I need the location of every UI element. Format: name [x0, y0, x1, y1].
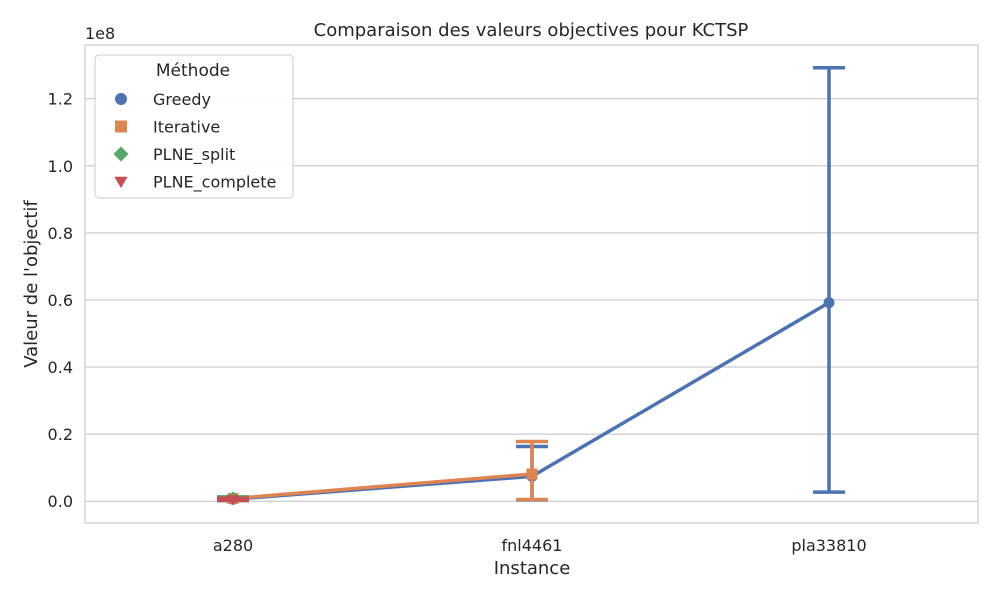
- series-plne-complete: [217, 495, 249, 506]
- plot-frame: [84, 44, 979, 524]
- series-line: [232, 472, 533, 501]
- legend-box: [94, 54, 294, 199]
- x-tick-labels: a280 fnl4461 pla33810: [213, 536, 867, 555]
- legend-label: PLNE_split: [153, 145, 235, 165]
- legend-marker: [114, 176, 128, 189]
- legend-marker: [113, 146, 129, 162]
- y-tick-labels: 0.0 0.2 0.4 0.6 0.8 1.0 1.2: [48, 90, 73, 512]
- x-tick-label: a280: [213, 536, 253, 555]
- y-offset-label: 1e8: [85, 24, 115, 43]
- y-tick-label: 0.2: [48, 425, 73, 444]
- legend-label: Greedy: [153, 90, 211, 109]
- y-tick-label: 0.6: [48, 291, 73, 310]
- legend-item: Greedy: [115, 90, 211, 109]
- legend-title: Méthode: [156, 61, 230, 81]
- x-tick-label: pla33810: [791, 536, 866, 555]
- y-tick-label: 1.0: [48, 157, 73, 176]
- y-axis-label: Valeur de l'objectif: [21, 200, 42, 368]
- legend-item: PLNE_split: [113, 145, 235, 165]
- y-tick-label: 0.8: [48, 224, 73, 243]
- y-tick-label: 1.2: [48, 90, 73, 109]
- legend-marker: [115, 93, 127, 105]
- error-bar: [813, 66, 845, 494]
- legend: Méthode Greedy Iterative PLNE_split PLNE_co…: [94, 54, 294, 199]
- legend-item: PLNE_complete: [114, 173, 276, 193]
- data-point: [226, 495, 240, 506]
- data-point: [823, 297, 835, 309]
- x-axis-label: Instance: [494, 558, 571, 579]
- series-layer: [217, 66, 845, 506]
- legend-items: Greedy Iterative PLNE_split PLNE_complete: [113, 90, 276, 193]
- x-tick-label: fnl4461: [502, 536, 563, 555]
- chart-title: Comparaison des valeurs objectives pour …: [314, 20, 749, 41]
- legend-marker: [115, 120, 127, 133]
- data-point: [526, 468, 538, 480]
- legend-label: Iterative: [153, 118, 220, 137]
- y-tick-label: 0.4: [48, 358, 73, 377]
- y-tick-label: 0.0: [48, 492, 73, 511]
- legend-item: Iterative: [115, 118, 220, 137]
- legend-label: PLNE_complete: [153, 173, 276, 193]
